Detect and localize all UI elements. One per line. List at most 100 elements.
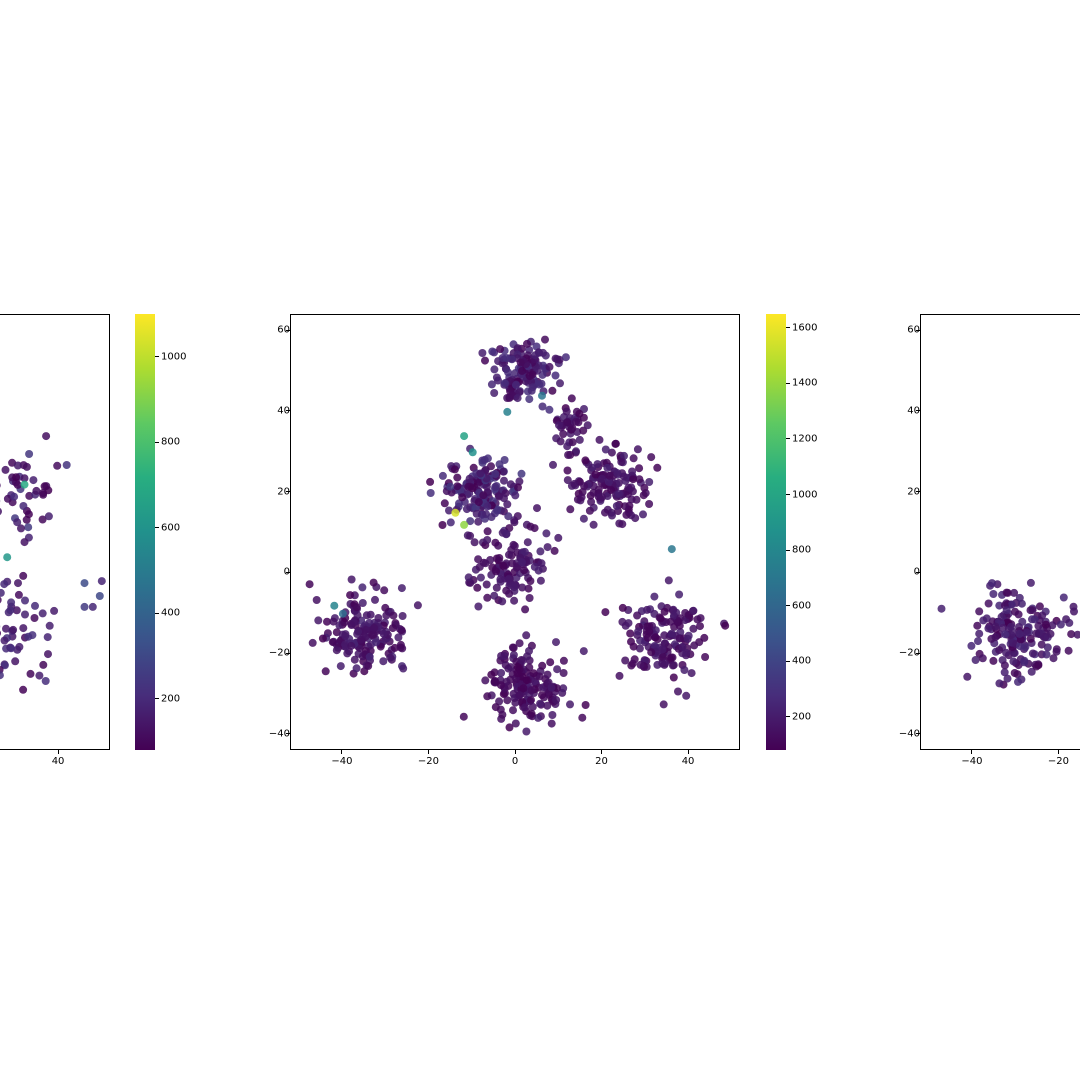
scatter-point <box>624 484 632 492</box>
scatter-point <box>13 518 21 526</box>
scatter-point <box>493 374 501 382</box>
colorbar-gradient <box>766 314 786 750</box>
xtick-mark <box>428 750 429 754</box>
scatter-point <box>522 631 530 639</box>
scatter-point <box>524 538 532 546</box>
scatter-point <box>500 477 508 485</box>
scatter-point <box>644 634 652 642</box>
scatter-point <box>544 671 552 679</box>
scatter-point <box>674 618 682 626</box>
scatter-point <box>660 700 668 708</box>
scatter-point <box>1065 647 1073 655</box>
scatter-point <box>14 462 22 470</box>
colorbar-tick-label: 1200 <box>792 433 817 444</box>
scatter-point <box>526 577 534 585</box>
colorbar-tick-mark <box>155 442 159 443</box>
scatter-point <box>306 580 314 588</box>
scatter-point <box>555 421 563 429</box>
scatter-point <box>475 498 483 506</box>
scatter-point <box>453 482 461 490</box>
scatter-point <box>12 473 20 481</box>
scatter-point <box>580 482 588 490</box>
scatter-point <box>439 472 447 480</box>
scatter-point <box>491 483 499 491</box>
scatter-point <box>19 686 27 694</box>
scatter-point <box>46 622 54 630</box>
colorbar-center <box>766 314 786 750</box>
scatter-point <box>682 649 690 657</box>
scatter-point <box>536 547 544 555</box>
xtick-mark <box>601 750 602 754</box>
scatter-point <box>660 631 668 639</box>
scatter-point <box>353 664 361 672</box>
scatter-point <box>481 456 489 464</box>
scatter-point <box>1009 657 1017 665</box>
scatter-point <box>31 602 39 610</box>
figure-stage: 402004006008001000−40−2002040−40−2002040… <box>0 0 1080 1080</box>
scatter-point <box>0 508 2 516</box>
scatter-point <box>538 392 546 400</box>
scatter-point <box>650 593 658 601</box>
scatter-point <box>354 611 362 619</box>
colorbar-tick-mark <box>786 438 790 439</box>
scatter-point <box>551 547 559 555</box>
xtick-mark <box>971 750 972 754</box>
scatter-point <box>505 590 513 598</box>
xtick-label: 0 <box>512 756 518 767</box>
ytick-label: −40 <box>269 728 290 739</box>
scatter-point <box>992 633 1000 641</box>
colorbar-left <box>135 314 155 750</box>
scatter-point <box>582 701 590 709</box>
scatter-point <box>42 677 50 685</box>
scatter-point <box>700 634 708 642</box>
scatter-point <box>564 467 572 475</box>
scatter-point <box>451 465 459 473</box>
scatter-point <box>19 624 27 632</box>
scatter-point <box>469 448 477 456</box>
scatter-point <box>1060 594 1068 602</box>
scatter-point <box>510 651 518 659</box>
scatter-point <box>351 656 359 664</box>
scatter-point <box>465 573 473 581</box>
scatter-point <box>498 597 506 605</box>
scatter-point <box>634 445 642 453</box>
scatter-point <box>477 470 485 478</box>
scatter-point <box>528 710 536 718</box>
xtick-label: −40 <box>331 756 352 767</box>
scatter-point <box>500 652 508 660</box>
scatter-point <box>399 665 407 673</box>
colorbar-tick-label: 1600 <box>792 322 817 333</box>
scatter-point <box>31 614 39 622</box>
colorbar-tick-label: 400 <box>792 656 811 667</box>
scatter-point <box>381 604 389 612</box>
xtick-mark <box>688 750 689 754</box>
scatter-point <box>339 610 347 618</box>
scatter-point <box>963 673 971 681</box>
scatter-point <box>21 481 29 489</box>
scatter-point <box>493 584 501 592</box>
scatter-point <box>516 639 524 647</box>
scatter-point <box>622 511 630 519</box>
scatter-point <box>544 543 552 551</box>
ytick-label: −20 <box>899 648 920 659</box>
scatter-point <box>578 493 586 501</box>
scatter-point <box>3 553 11 561</box>
scatter-point <box>333 646 341 654</box>
scatter-point <box>50 607 58 615</box>
scatter-point <box>568 424 576 432</box>
scatter-point <box>329 618 337 626</box>
scatter-point <box>460 521 468 529</box>
scatter-point <box>586 507 594 515</box>
ytick-label: 60 <box>907 325 920 336</box>
scatter-point <box>1001 661 1009 669</box>
scatter-point <box>14 579 22 587</box>
scatter-point <box>27 670 35 678</box>
scatter-point <box>528 686 536 694</box>
scatter-point <box>41 482 49 490</box>
scatter-point <box>514 669 522 677</box>
xtick-label: −20 <box>1048 756 1069 767</box>
colorbar-tick-mark <box>786 327 790 328</box>
scatter-point <box>670 674 678 682</box>
scatter-point <box>564 451 572 459</box>
scatter-point <box>10 493 18 501</box>
